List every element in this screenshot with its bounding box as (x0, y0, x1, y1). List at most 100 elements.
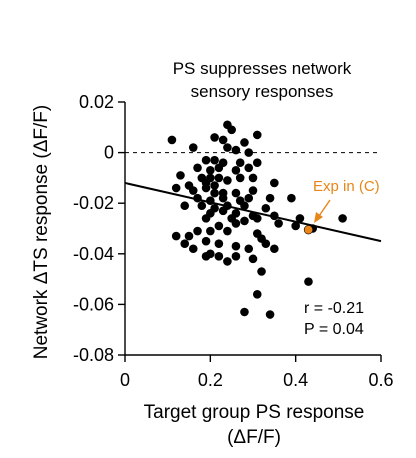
y-tick-label: -0.04 (73, 244, 114, 264)
data-point (240, 216, 249, 226)
data-point (231, 188, 241, 198)
data-point (240, 201, 249, 211)
y-tick-label: -0.06 (73, 294, 114, 314)
data-point (201, 155, 211, 165)
data-point (274, 219, 283, 228)
data-point (223, 257, 232, 266)
data-point (193, 226, 202, 236)
y-tick-label: 0 (104, 143, 114, 163)
data-point (244, 244, 254, 254)
data-point (248, 173, 258, 183)
data-point (180, 201, 190, 211)
y-axis-label: Network ΔTS response (ΔF/F) (31, 105, 52, 360)
y-tick-label: -0.08 (73, 345, 114, 365)
data-point (304, 277, 313, 286)
x-tick-label: 0 (120, 370, 130, 390)
data-point (248, 254, 258, 264)
regression-line (124, 181, 382, 243)
data-point (201, 236, 211, 246)
data-point (180, 239, 190, 248)
data-point (201, 214, 211, 223)
data-point (171, 231, 181, 241)
y-axis: 0.02 0 -0.02 -0.04 -0.06 -0.08 Network ΔTS re… (31, 92, 126, 365)
x-ticks: 0 0.2 0.4 0.6 (120, 355, 394, 390)
annotation-label: Exp in (C) (313, 178, 380, 195)
data-point (210, 155, 219, 165)
data-point (231, 252, 241, 261)
data-point (235, 173, 245, 183)
data-point (223, 143, 232, 152)
data-point (193, 163, 202, 173)
annotation-arrow-head (314, 212, 323, 223)
data-point (214, 221, 224, 231)
data-point (231, 219, 241, 228)
data-point (171, 183, 181, 193)
data-point (188, 186, 198, 195)
data-point (252, 130, 262, 140)
data-point (252, 214, 262, 223)
data-point (218, 193, 228, 203)
x-axis-label-line-1: Target group PS response (144, 402, 365, 423)
data-point (218, 135, 228, 145)
data-point (338, 214, 347, 223)
data-point (210, 181, 219, 190)
data-point (252, 158, 262, 168)
data-point (210, 188, 219, 198)
data-point (270, 178, 279, 188)
data-point (206, 166, 215, 175)
x-tick-label: 0.2 (198, 370, 223, 390)
data-point (214, 163, 224, 173)
data-point (270, 244, 279, 254)
data-point (231, 166, 241, 175)
stats-box: r = -0.21 P = 0.04 (304, 300, 364, 338)
data-point (235, 158, 245, 168)
data-point (265, 193, 275, 203)
data-point (240, 307, 249, 317)
data-point (206, 226, 215, 236)
chart-title: PS suppresses network sensory responses (173, 59, 352, 101)
stat-r: r = -0.21 (304, 300, 364, 317)
data-point (188, 143, 198, 152)
data-point (201, 183, 211, 193)
data-point (167, 135, 177, 145)
x-tick-label: 0.6 (368, 370, 393, 390)
data-point (231, 145, 241, 155)
stat-p: P = 0.04 (304, 321, 364, 338)
data-point (287, 193, 296, 203)
data-point (188, 244, 198, 254)
data-points (167, 120, 347, 319)
x-tick-label: 0.4 (283, 370, 308, 390)
data-point (291, 221, 300, 231)
chart-title-line-2: sensory responses (191, 82, 334, 101)
chart-title-line-1: PS suppresses network (173, 59, 352, 78)
data-point (210, 133, 219, 142)
data-point (214, 173, 224, 183)
highlight-point (303, 225, 314, 235)
data-point (244, 193, 254, 203)
data-point (218, 206, 228, 216)
y-ticks: 0.02 0 -0.02 -0.04 -0.06 -0.08 (73, 92, 125, 365)
data-point (197, 201, 207, 211)
annotation-arrow-shaft (318, 199, 331, 217)
data-point (223, 176, 232, 185)
x-axis-label-line-2: (ΔF/F) (227, 427, 281, 448)
y-tick-label: 0.02 (79, 92, 114, 112)
data-point (214, 252, 224, 261)
data-point (176, 171, 185, 180)
data-point (248, 186, 258, 195)
data-point (261, 203, 271, 213)
data-point (265, 310, 275, 319)
data-point (295, 214, 305, 223)
data-point (252, 289, 262, 299)
data-point (257, 267, 266, 276)
data-point (261, 239, 271, 248)
data-point (244, 163, 254, 173)
data-point (201, 252, 211, 261)
data-point (231, 241, 241, 251)
data-point (240, 138, 249, 147)
data-point (227, 125, 236, 135)
x-axis: 0 0.2 0.4 0.6 Target group PS response (ΔF/… (120, 354, 394, 448)
data-point (223, 226, 232, 236)
data-point (214, 239, 224, 248)
